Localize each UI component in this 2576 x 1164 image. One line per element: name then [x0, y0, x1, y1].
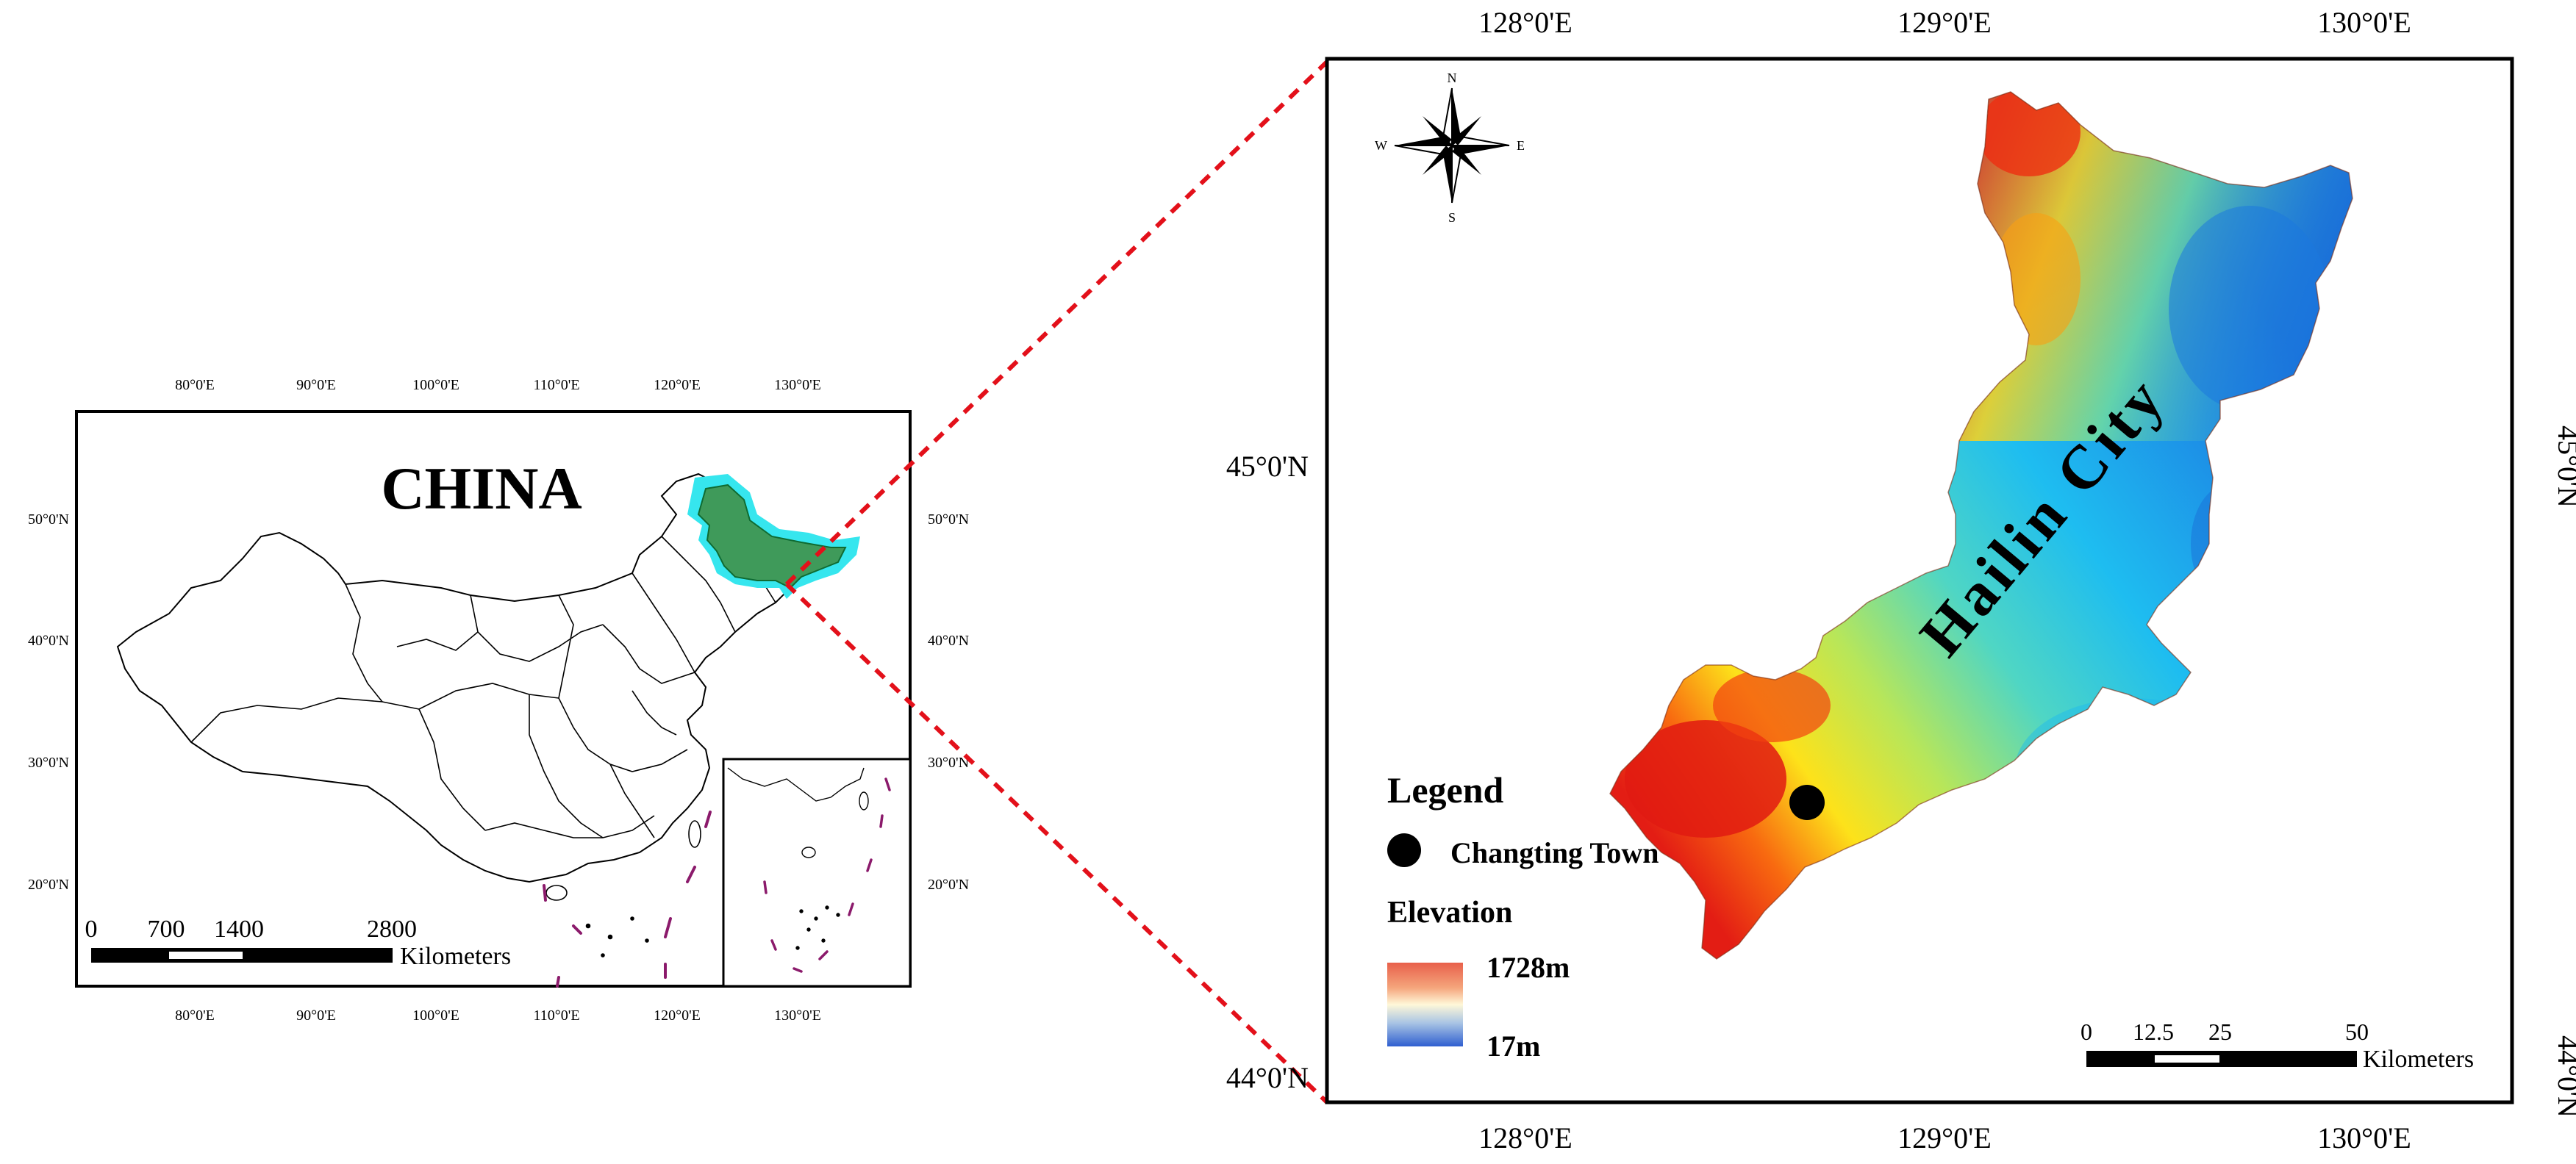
legend: Legend Changting Town Elevation 1728m 17…	[1387, 769, 1659, 1063]
china-top-tick-100e: 100°0'E	[412, 377, 459, 393]
china-top-tick-80e: 80°0'E	[175, 377, 215, 393]
china-scale-unit: Kilometers	[400, 943, 511, 970]
legend-elevation-ramp	[1387, 963, 1463, 1046]
detail-scale-bar-fill	[2086, 1051, 2357, 1067]
legend-elevation-min: 17m	[1486, 1030, 1540, 1063]
china-right-tick-40n: 40°0'N	[928, 633, 969, 649]
connector-line-top	[784, 60, 1329, 586]
china-top-tick-120e: 120°0'E	[654, 377, 701, 393]
compass-e: E	[1517, 138, 1525, 153]
compass-rose: N S E W	[1375, 71, 1525, 225]
china-left-tick-50n: 50°0'N	[28, 511, 69, 528]
detail-left-ticks: 45°0'N 44°0'N	[1226, 450, 1309, 1094]
detail-scale-unit: Kilometers	[2363, 1046, 2474, 1073]
detail-top-tick-130e: 130°0'E	[2317, 6, 2411, 39]
compass-n: N	[1448, 71, 1457, 85]
china-top-tick-90e: 90°0'E	[296, 377, 336, 393]
china-top-tick-130e: 130°0'E	[774, 377, 821, 393]
china-bottom-tick-100e: 100°0'E	[412, 1007, 459, 1024]
detail-top-tick-128e: 128°0'E	[1478, 6, 1573, 39]
china-scale-bar: 0 700 1400 2800 Kilometers	[85, 916, 512, 970]
china-outline	[116, 473, 810, 883]
china-map: 80°0'E 90°0'E 100°0'E 110°0'E 120°0'E 13…	[28, 377, 969, 1024]
maritime-dashes	[543, 811, 712, 988]
detail-scale-bar-segment	[2155, 1055, 2219, 1063]
china-top-tick-110e: 110°0'E	[533, 377, 579, 393]
detail-bottom-ticks: 128°0'E 129°0'E 130°0'E	[1478, 1121, 2411, 1154]
south-china-sea-inset	[722, 758, 912, 988]
china-bottom-tick-120e: 120°0'E	[654, 1007, 701, 1024]
legend-point-symbol	[1387, 833, 1421, 867]
detail-bottom-tick-129e: 129°0'E	[1897, 1121, 1992, 1154]
detail-bottom-tick-128e: 128°0'E	[1478, 1121, 1573, 1154]
detail-map: 128°0'E 129°0'E 130°0'E 128°0'E 129°0'E …	[1226, 6, 2576, 1154]
compass-s: S	[1448, 210, 1456, 225]
detail-top-ticks: 128°0'E 129°0'E 130°0'E	[1478, 6, 2411, 39]
detail-scale-label-50: 50	[2345, 1018, 2369, 1045]
detail-left-tick-45n: 45°0'N	[1226, 450, 1309, 483]
detail-scale-label-0: 0	[2081, 1018, 2092, 1045]
changting-town-point	[1789, 785, 1825, 820]
china-left-ticks: 50°0'N 40°0'N 30°0'N 20°0'N	[28, 511, 69, 893]
china-scale-bar-segment	[169, 952, 243, 959]
connector-line-bottom	[784, 582, 1329, 1104]
connector-lines	[784, 60, 1329, 1104]
china-scale-label-2800: 2800	[367, 916, 417, 943]
china-right-tick-20n: 20°0'N	[928, 877, 969, 893]
legend-title: Legend	[1387, 769, 1504, 811]
detail-bottom-tick-130e: 130°0'E	[2317, 1121, 2411, 1154]
detail-scale-label-25: 25	[2208, 1018, 2232, 1045]
detail-right-tick-45n: 45°0'N	[2552, 425, 2576, 508]
china-right-tick-50n: 50°0'N	[928, 511, 969, 528]
china-bottom-ticks: 80°0'E 90°0'E 100°0'E 110°0'E 120°0'E 13…	[175, 1007, 821, 1024]
compass-w: W	[1375, 138, 1387, 153]
legend-point-label: Changting Town	[1450, 836, 1659, 869]
china-scale-label-700: 700	[148, 916, 185, 943]
china-bottom-tick-110e: 110°0'E	[533, 1007, 579, 1024]
detail-right-tick-44n: 44°0'N	[2552, 1035, 2576, 1118]
china-title: CHINA	[381, 455, 582, 522]
china-top-ticks: 80°0'E 90°0'E 100°0'E 110°0'E 120°0'E 13…	[175, 377, 821, 393]
detail-left-tick-44n: 44°0'N	[1226, 1061, 1309, 1094]
china-left-tick-40n: 40°0'N	[28, 633, 69, 649]
china-scale-label-1400: 1400	[214, 916, 264, 943]
legend-elevation-title: Elevation	[1387, 896, 1512, 930]
china-bottom-tick-80e: 80°0'E	[175, 1007, 215, 1024]
china-left-tick-20n: 20°0'N	[28, 877, 69, 893]
china-scale-label-0: 0	[85, 916, 98, 943]
detail-top-tick-129e: 129°0'E	[1897, 6, 1992, 39]
china-left-tick-30n: 30°0'N	[28, 755, 69, 771]
china-right-ticks: 50°0'N 40°0'N 30°0'N 20°0'N	[928, 511, 969, 893]
china-right-tick-30n: 30°0'N	[928, 755, 969, 771]
detail-scale-bar: 0 12.5 25 50 Kilometers	[2081, 1018, 2474, 1073]
detail-right-ticks: 45°0'N 44°0'N	[2552, 425, 2576, 1118]
hailin-boundary	[1609, 91, 2353, 960]
inset-content	[727, 767, 869, 950]
detail-scale-label-12-5: 12.5	[2133, 1018, 2174, 1045]
china-bottom-tick-130e: 130°0'E	[774, 1007, 821, 1024]
inset-dashes	[763, 777, 891, 973]
china-bottom-tick-90e: 90°0'E	[296, 1007, 336, 1024]
legend-elevation-max: 1728m	[1486, 951, 1570, 984]
